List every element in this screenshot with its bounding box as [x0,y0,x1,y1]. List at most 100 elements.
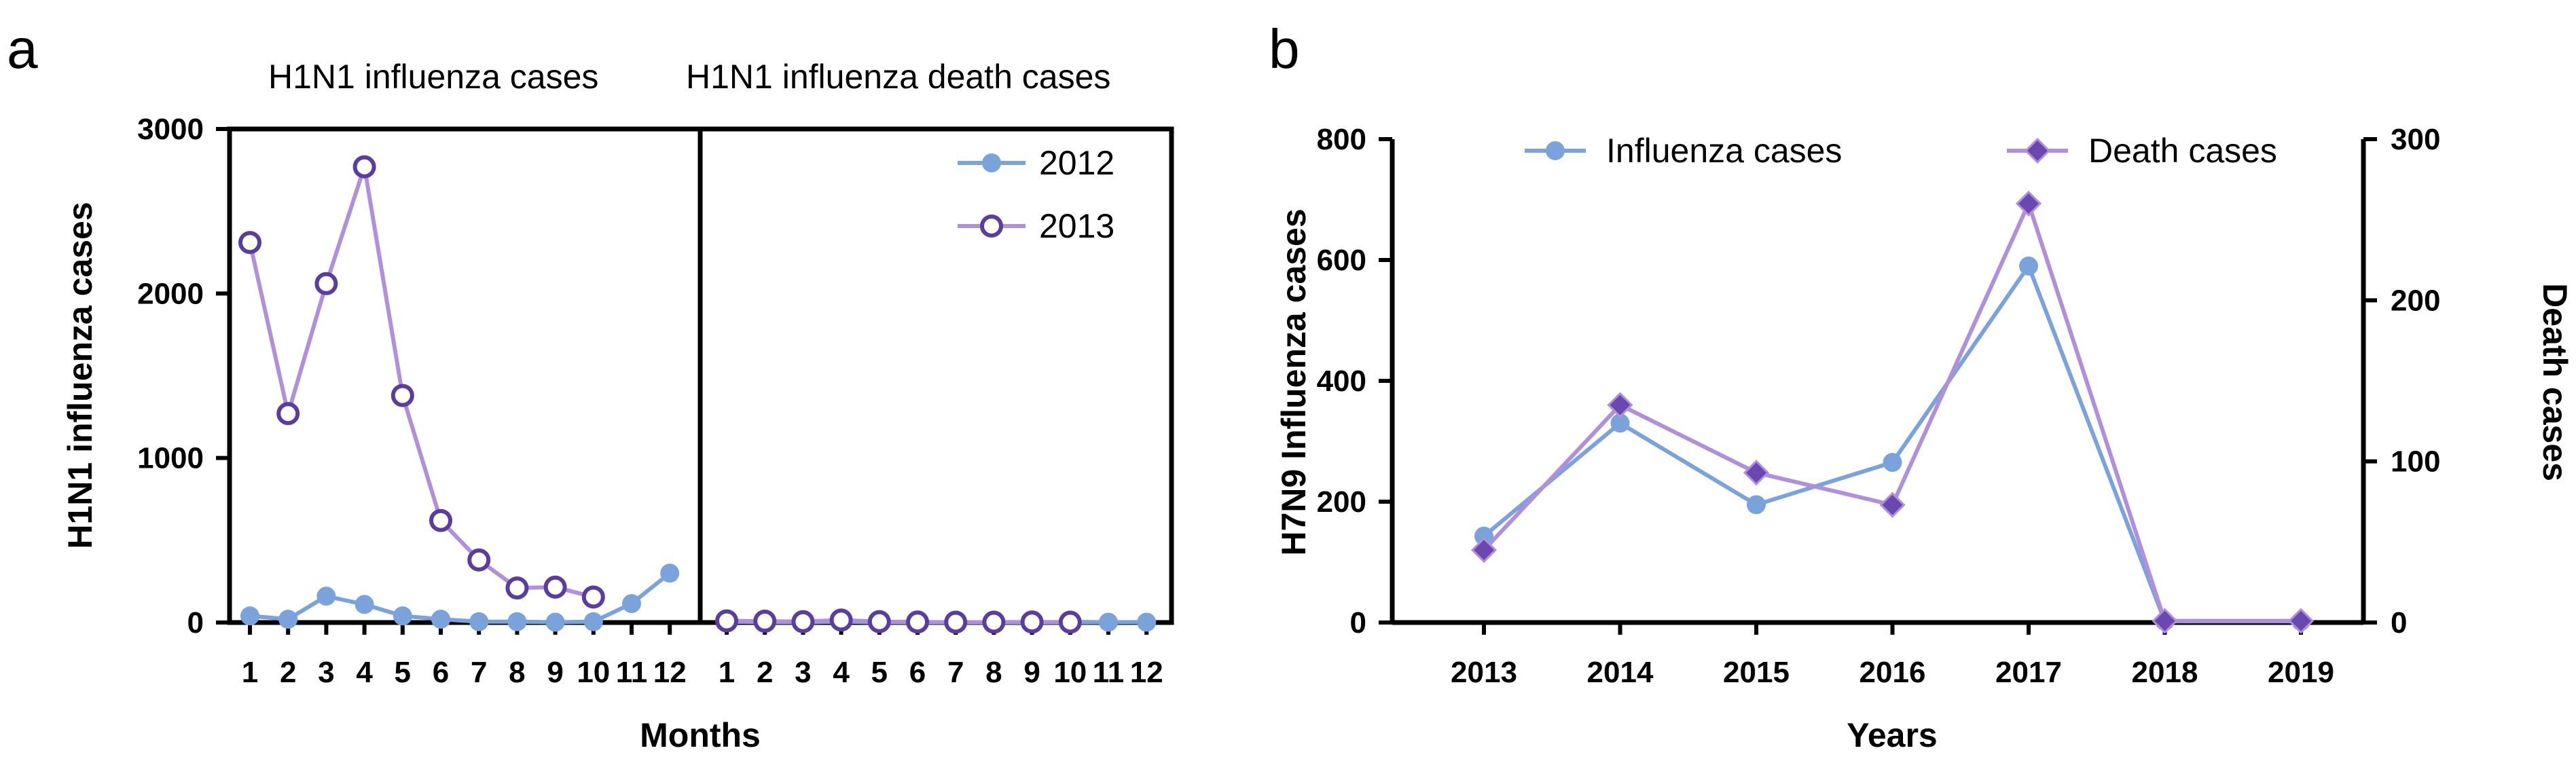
panel-a-x-ticks: 1 2 3 4 5 6 7 8 9 10 11 12 1 2 3 4 5 6 7 8 9 10 11 12 [242,623,1163,689]
panel-b-y2-tick-label: 0 [2391,606,2407,639]
data-point-2013-cases [352,155,376,179]
data-point-2012-cases [545,612,565,632]
data-point-2013-deaths [944,610,968,634]
panel-b-y2-tick-label: 200 [2391,284,2440,317]
panel-a-x-tick-label: 1 [242,656,258,689]
legend-marker-death [2024,137,2051,164]
panel-a-x-tick-label: 9 [1023,656,1040,689]
data-point-influenza-cases [1610,413,1630,433]
panel-a-x-tick-label: 3 [318,656,334,689]
panel-b-x-tick-label: 2018 [2132,656,2198,689]
data-point-2013-deaths [982,610,1006,634]
data-point-2012-deaths [1137,612,1157,632]
legend-label-death: Death cases [2088,132,2277,170]
data-point-death-cases [1743,460,1770,486]
data-point-2012-cases [622,594,641,614]
data-point-2013-deaths [829,608,853,632]
panel-b-y-tick-label: 0 [1350,606,1366,639]
data-point-2013-cases [543,575,567,599]
panel-a-x-tick-label: 2 [280,656,296,689]
panel-a-x-tick-label: 11 [616,656,648,689]
data-point-2012-cases [240,606,259,626]
panel-b-series-lines [1482,198,2301,624]
panel-b-y-tick-label: 800 [1317,123,1366,156]
data-point-2012-cases [431,610,450,629]
data-point-2012-cases [355,595,374,614]
series-line-2013-deaths [726,618,1070,625]
panel-a-x-tick-label: 6 [909,656,926,689]
panel-a-x-tick-label: 4 [833,656,850,689]
panel-b-letter: b [1269,18,1300,80]
panel-b-x-tick-label: 2016 [1860,656,1926,689]
panel-b-right-ticks: 0 100 200 300 [2363,123,2440,639]
panel-b-y-tick-label: 400 [1317,365,1366,398]
panel-a-x-tick-label: 7 [471,656,487,689]
panel-a-y-tick-label: 3000 [137,113,204,146]
panel-b-x-tick-label: 2019 [2268,656,2334,689]
data-point-2013-cases [238,231,261,255]
panel-a-title-left: H1N1 influenza cases [268,58,598,96]
data-point-2013-cases [276,402,300,426]
legend-label-2013: 2013 [1039,207,1114,245]
data-point-2012-cases [316,587,336,606]
panel-a-x-tick-label: 12 [1130,656,1163,689]
panel-a-x-tick-label: 6 [433,656,449,689]
data-point-2013-cases [505,576,529,600]
data-point-2013-deaths [753,610,777,633]
data-point-influenza-cases [1474,526,1493,546]
panel-b-y2-axis-label: Death cases [2536,283,2574,481]
data-point-2012-cases [507,612,527,631]
panel-a-y-ticks: 0 1000 2000 3000 [137,113,230,639]
data-point-death-cases [2287,608,2315,634]
data-point-2013-cases [314,272,338,295]
legend-marker-influenza [1546,141,1565,160]
series-line-2012-cases [249,571,672,625]
series-line-death-cases [1482,198,2301,623]
data-point-death-cases [1607,392,1633,418]
legend-marker-2012 [982,153,1001,172]
panel-a-y-axis-label: H1N1 influenza cases [61,202,99,549]
panel-a-x-tick-label: 3 [795,656,811,689]
data-point-2013-deaths [791,610,815,633]
panel-a-x-tick-label: 2 [757,656,773,689]
panel-b-series-markers [1470,190,2315,634]
data-point-2013-deaths [1020,610,1044,634]
panel-a-y-tick-label: 2000 [137,277,204,310]
data-point-death-cases [1470,537,1498,563]
panel-b-x-tick-label: 2014 [1587,656,1654,689]
panel-a: a H1N1 influenza cases H1N1 influenza de… [7,18,1174,754]
data-point-2012-cases [583,612,603,631]
data-point-2013-deaths [715,609,738,633]
data-point-influenza-cases [1747,495,1766,515]
data-point-2013-cases [467,548,491,572]
panel-a-x-tick-label: 12 [653,656,687,689]
data-point-2013-deaths [1058,610,1082,634]
panel-a-title-right: H1N1 influenza death cases [686,58,1110,96]
panel-b-y2-tick-label: 300 [2391,123,2440,156]
panel-a-x-tick-label: 1 [719,656,735,689]
panel-a-x-tick-label: 5 [871,656,888,689]
data-point-2012-cases [393,606,412,626]
panel-b-x-tick-label: 2013 [1451,656,1517,689]
panel-b-y2-tick-label: 100 [2391,445,2440,479]
legend-marker-2013 [980,215,1003,238]
panel-a-legend: 2012 2013 [958,144,1114,245]
panel-a-x-tick-label: 9 [547,656,563,689]
legend-label-influenza: Influenza cases [1606,132,1842,170]
data-point-2013-deaths [867,610,891,633]
panel-a-x-tick-label: 8 [509,656,525,689]
data-point-2012-deaths [1099,612,1118,632]
panel-a-y-tick-label: 0 [187,606,204,639]
data-point-2013-deaths [906,610,929,634]
panel-a-x-tick-label: 10 [577,656,610,689]
panel-b-y-axis-label: H7N9 Influenza cases [1275,208,1313,555]
data-point-2012-cases [660,563,680,583]
data-point-2012-cases [278,610,298,629]
data-point-2013-cases [391,384,414,407]
data-point-influenza-cases [2019,256,2038,276]
legend-label-2012: 2012 [1039,144,1114,182]
panel-b-x-tick-label: 2017 [1995,656,2062,689]
panel-a-x-tick-label: 4 [356,656,373,689]
panel-b-x-ticks: 2013 2014 2015 2016 2017 2018 2019 [1451,623,2334,689]
